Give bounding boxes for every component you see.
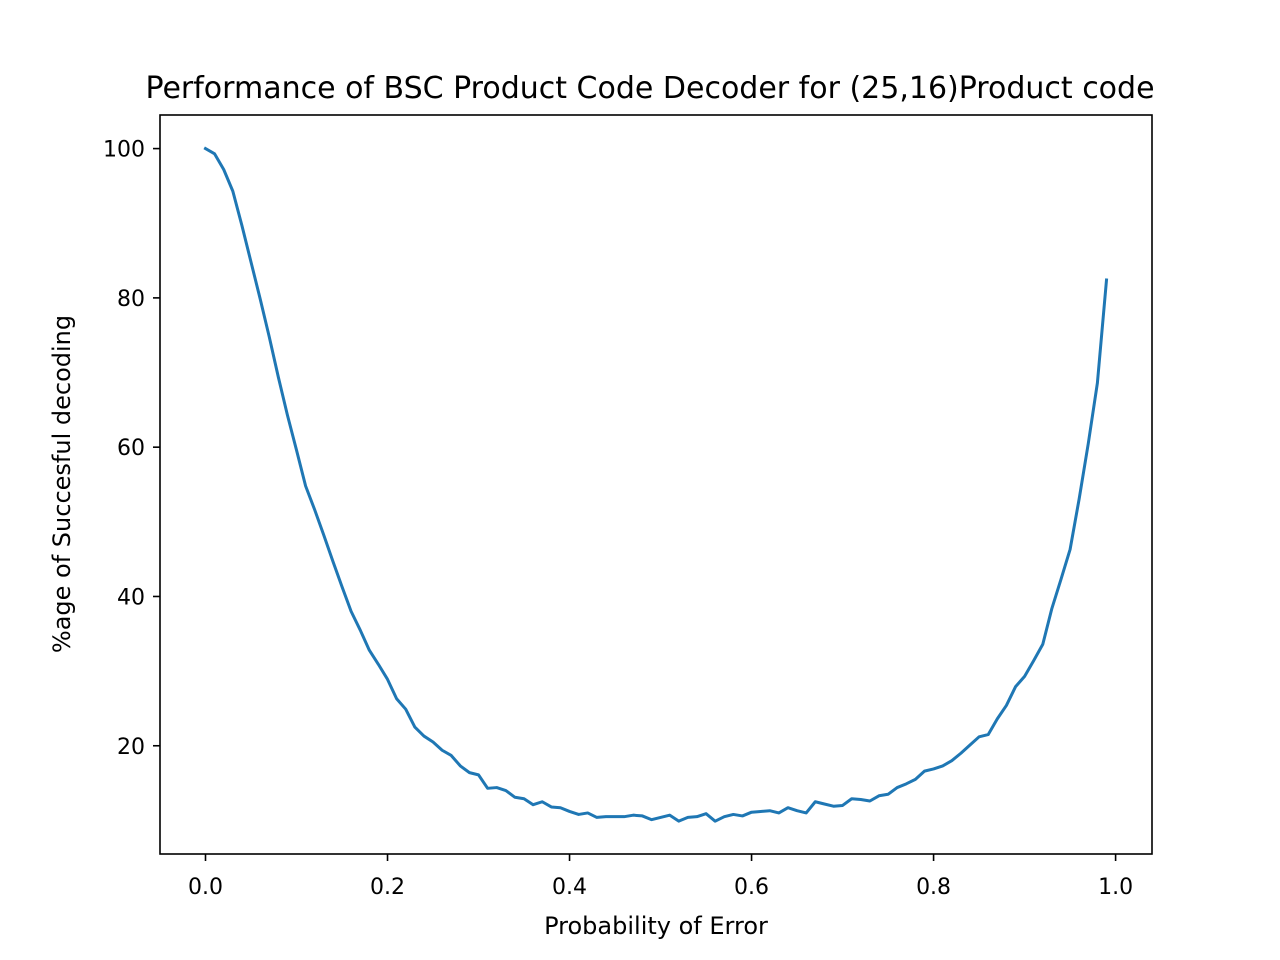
y-tick-label: 40 [117, 585, 145, 610]
y-axis-ticks: 20 40 60 80 100 [103, 138, 160, 760]
x-tick-label: 0.4 [552, 875, 587, 900]
y-tick-label: 80 [117, 287, 145, 312]
plot-frame [159, 114, 1153, 855]
y-tick-label: 100 [103, 138, 145, 163]
x-tick-label: 0.0 [188, 875, 223, 900]
x-tick-label: 1.0 [1098, 875, 1133, 900]
y-axis-label: %age of Succesful decoding [48, 315, 76, 653]
x-axis-ticks: 0.0 0.2 0.4 0.6 0.8 1.0 [188, 854, 1133, 900]
x-tick-label: 0.2 [370, 875, 405, 900]
x-axis-label: Probability of Error [544, 912, 768, 940]
y-tick-label: 20 [117, 735, 145, 760]
chart-title: Performance of BSC Product Code Decoder … [145, 71, 1154, 106]
x-tick-label: 0.6 [734, 875, 769, 900]
x-tick-label: 0.8 [916, 875, 951, 900]
series-line-1 [203, 146, 1109, 823]
y-tick-label: 60 [117, 436, 145, 461]
series-layer [203, 146, 1109, 823]
